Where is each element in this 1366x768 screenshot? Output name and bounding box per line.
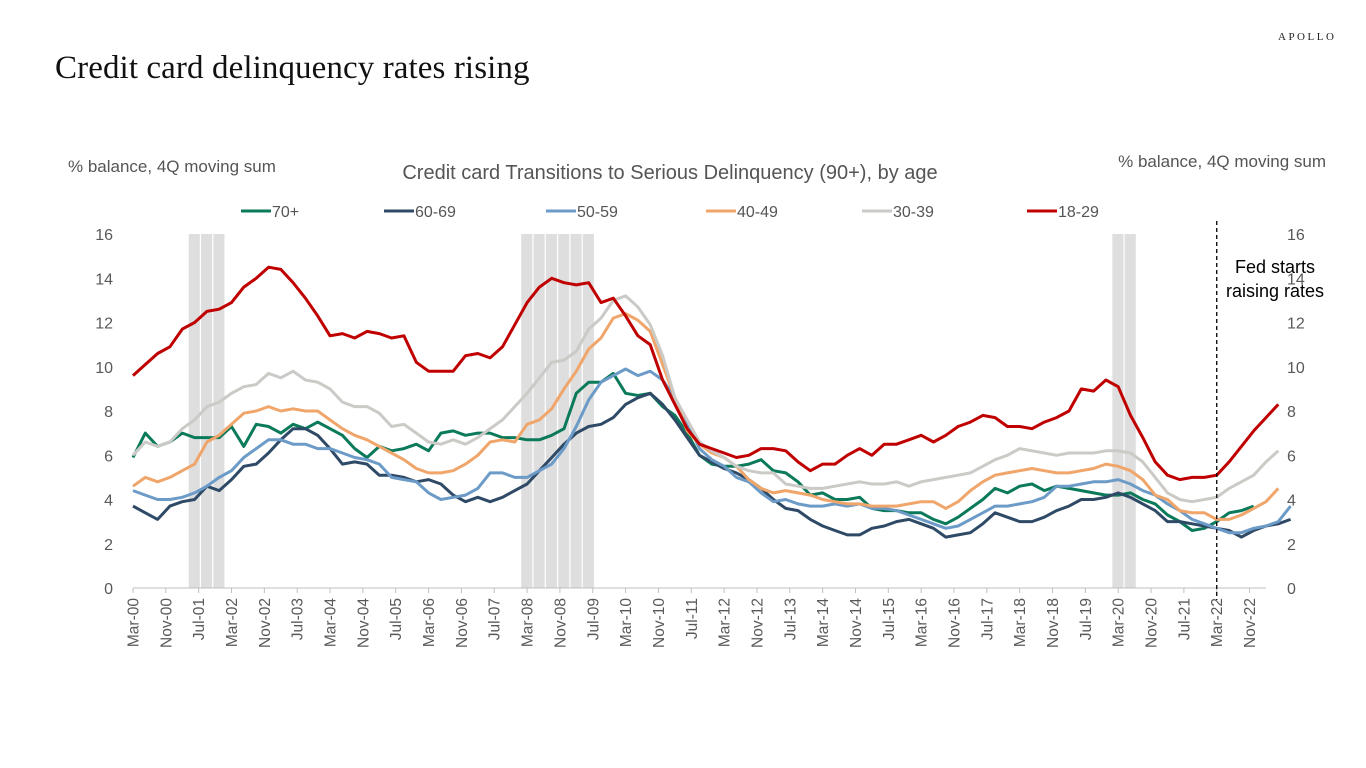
fed-annotation: Fed starts raising rates: [1216, 221, 1324, 600]
x-tick-label: Jul-07: [487, 598, 504, 640]
legend-entry: 30-39: [893, 204, 934, 221]
x-tick-label: Nov-02: [257, 598, 274, 648]
annotation-line-1: Fed starts: [1235, 257, 1315, 277]
series-lines: [131, 265, 1292, 539]
page-title: Credit card delinquency rates rising: [55, 50, 530, 86]
x-tick-label: Jul-13: [782, 598, 799, 640]
x-tick-label: Mar-00: [126, 598, 143, 647]
x-tick-label: Jul-21: [1176, 598, 1193, 640]
x-tick-label: Nov-10: [651, 598, 668, 648]
y-tick-label-left: 16: [95, 227, 113, 244]
y-axis-label-left: % balance, 4Q moving sum: [68, 157, 276, 176]
y-tick-label-left: 10: [95, 360, 113, 377]
recession-bar: [533, 234, 545, 588]
x-tick-label: Mar-06: [421, 598, 438, 647]
x-tick-label: Nov-08: [552, 598, 569, 648]
x-tick-label: Nov-14: [848, 598, 865, 648]
recession-bands: [188, 234, 1136, 588]
x-tick-label: Mar-04: [323, 598, 340, 647]
legend-entry: 60-69: [415, 204, 456, 221]
series-line-60-69: [132, 391, 1292, 539]
y-tick-label-right: 8: [1287, 404, 1296, 421]
x-tick-label: Mar-02: [224, 598, 241, 647]
recession-bar: [582, 234, 594, 588]
series-line-40-49: [132, 312, 1280, 521]
x-tick-label: Jul-17: [979, 598, 996, 640]
recession-bar: [558, 234, 570, 588]
x-tick-label: Mar-20: [1111, 598, 1128, 647]
y-tick-label-right: 4: [1287, 493, 1296, 510]
legend: 70+ 60-69 50-59 40-49 30-39 18-29: [241, 204, 1099, 221]
legend-entry: 50-59: [577, 204, 618, 221]
axes: 0 0 2 2 4 4 6 6 8 8 10 10 12 12 14 14 16 16 Mar-00 Nov-00 Ju…: [95, 227, 1305, 648]
x-tick-label: Mar-10: [618, 598, 635, 647]
y-tick-label-right: 2: [1287, 537, 1296, 554]
recession-bar: [521, 234, 533, 588]
x-tick-label: Jul-01: [191, 598, 208, 640]
series-line-50-59: [132, 367, 1292, 535]
x-tick-label: Mar-14: [815, 598, 832, 647]
x-tick-label: Mar-12: [717, 598, 734, 647]
x-tick-label: Jul-19: [1078, 598, 1095, 640]
y-axis-label-right: % balance, 4Q moving sum: [1118, 152, 1326, 171]
recession-bar: [570, 234, 582, 588]
x-tick-label: Jul-11: [684, 598, 701, 639]
y-tick-label-left: 6: [104, 448, 113, 465]
legend-entry: 18-29: [1058, 204, 1099, 221]
y-tick-label-left: 14: [95, 271, 113, 288]
y-tick-label-right: 10: [1287, 360, 1305, 377]
brand-logo: APOLLO: [1278, 31, 1337, 43]
x-tick-label: Jul-03: [290, 598, 307, 640]
legend-entry: 70+: [272, 204, 299, 221]
x-tick-label: Nov-18: [1045, 598, 1062, 648]
x-tick-label: Nov-06: [454, 598, 471, 648]
x-tick-label: Jul-05: [388, 598, 405, 640]
x-tick-label: Jul-15: [881, 598, 898, 640]
recession-bar: [1112, 234, 1124, 588]
series-line-30-39: [131, 294, 1280, 504]
y-tick-label-left: 0: [104, 581, 113, 598]
recession-bar: [201, 234, 213, 588]
y-tick-label-right: 12: [1287, 316, 1305, 333]
y-tick-label-right: 14: [1287, 271, 1305, 288]
x-tick-label: Nov-16: [947, 598, 964, 648]
y-tick-label-left: 4: [104, 493, 113, 510]
x-tick-label: Jul-09: [585, 598, 602, 640]
x-tick-label: Nov-20: [1144, 598, 1161, 648]
x-tick-label: Mar-18: [1012, 598, 1029, 647]
recession-bar: [213, 234, 225, 588]
series-line-18-29: [131, 265, 1280, 482]
y-tick-label-right: 6: [1287, 448, 1296, 465]
x-tick-label: Nov-00: [158, 598, 175, 648]
y-tick-label-left: 12: [95, 316, 113, 333]
x-tick-label: Nov-04: [355, 598, 372, 648]
chart-title: Credit card Transitions to Serious Delin…: [402, 162, 937, 184]
legend-entry: 40-49: [737, 204, 778, 221]
x-tick-label: Mar-22: [1209, 598, 1226, 647]
x-tick-label: Nov-22: [1242, 598, 1259, 648]
recession-bar: [188, 234, 200, 588]
annotation-line-2: raising rates: [1226, 281, 1324, 301]
y-tick-label-right: 0: [1287, 581, 1296, 598]
x-tick-label: Mar-16: [914, 598, 931, 647]
y-tick-label-right: 16: [1287, 227, 1305, 244]
y-tick-label-left: 2: [104, 537, 113, 554]
x-tick-label: Mar-08: [520, 598, 537, 647]
x-tick-label: Nov-12: [749, 598, 766, 648]
y-tick-label-left: 8: [104, 404, 113, 421]
